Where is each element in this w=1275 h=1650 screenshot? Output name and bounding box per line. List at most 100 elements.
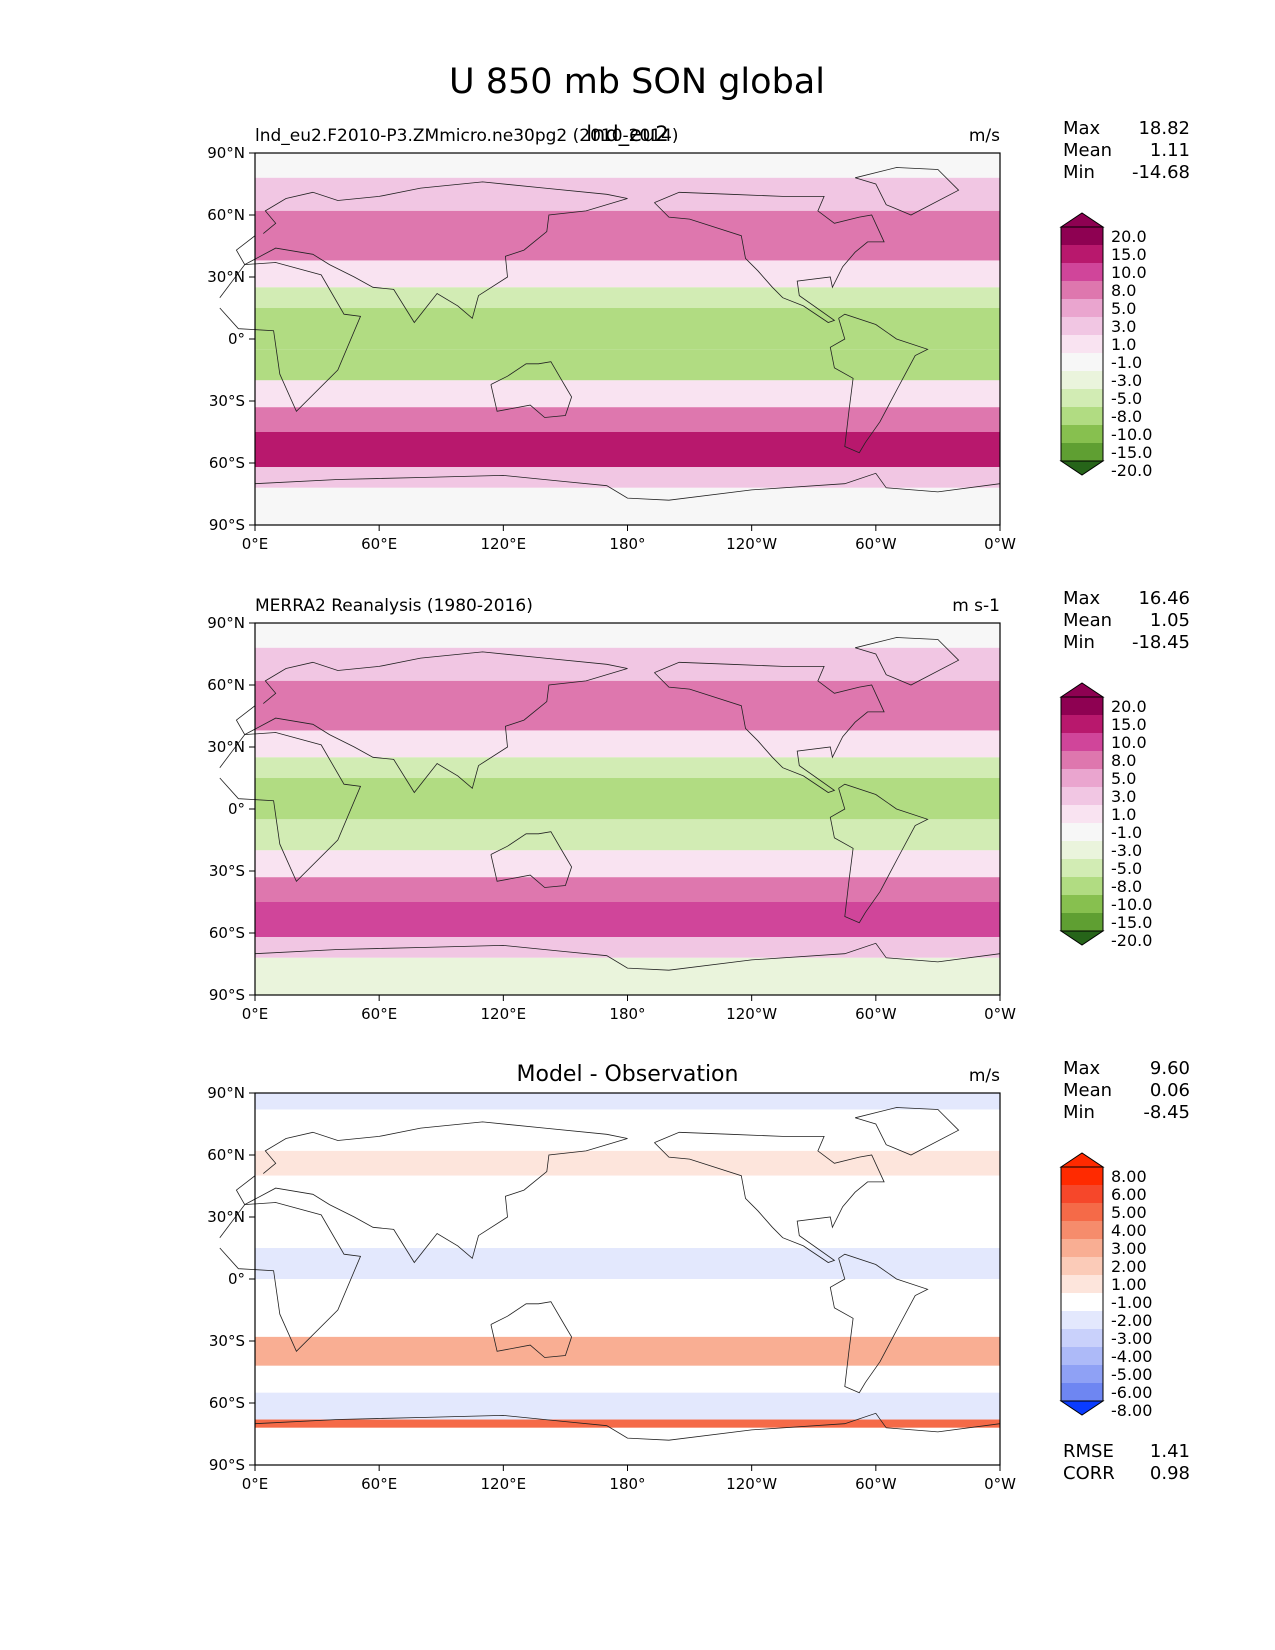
colorbar-segment [1061, 317, 1103, 335]
panel-units: m s-1 [952, 596, 1000, 616]
colorbar-segment [1061, 389, 1103, 407]
coastline [654, 661, 885, 793]
colorbar: 8.006.005.004.003.002.001.00-1.00-2.00-3… [1059, 1152, 1152, 1420]
field-band [255, 260, 1000, 288]
x-tick-label: 0°E [242, 1475, 269, 1493]
colorbar-segment [1061, 805, 1103, 823]
extra-stat-value: 1.41 [1150, 1441, 1190, 1462]
field-bands [255, 1093, 1000, 1465]
field-band [255, 1150, 1000, 1176]
colorbar-level-label: -8.0 [1111, 407, 1142, 426]
colorbar-segment [1061, 1185, 1103, 1203]
colorbar-level-label: 1.0 [1111, 335, 1136, 354]
colorbar-level-label: 5.0 [1111, 299, 1136, 318]
field-band [255, 407, 1000, 432]
y-tick-label: 90°S [209, 1456, 245, 1474]
y-tick-label: 30°S [209, 1332, 245, 1350]
coastline [854, 167, 960, 216]
x-tick-label: 120°W [726, 1005, 777, 1023]
x-tick-label: 120°W [726, 1475, 777, 1493]
stat-value: -18.45 [1132, 632, 1190, 653]
colorbar-level-label: 15.0 [1111, 245, 1147, 264]
coastline [235, 651, 628, 794]
field-band [255, 819, 1000, 851]
colorbar-level-label: 3.0 [1111, 787, 1136, 806]
field-band [255, 380, 1000, 408]
field-band [255, 850, 1000, 878]
y-tick-label: 0° [228, 1270, 245, 1288]
stat-value: -14.68 [1132, 162, 1190, 183]
x-tick-label: 0°W [984, 1005, 1016, 1023]
stat-label: Min [1063, 162, 1095, 183]
panel-title-left: lnd_eu2.F2010-P3.ZMmicro.ne30pg2 (2010-2… [255, 126, 679, 146]
colorbar-level-label: 4.00 [1111, 1221, 1147, 1240]
x-tick-label: 60°E [361, 535, 397, 553]
stat-label: Mean [1063, 140, 1112, 161]
x-tick-label: 60°W [855, 1005, 897, 1023]
colorbar-level-label: 8.0 [1111, 751, 1136, 770]
field-bands [255, 153, 1000, 525]
colorbar-segment [1061, 715, 1103, 733]
y-tick-label: 90°N [207, 144, 245, 162]
colorbar-level-label: 5.0 [1111, 769, 1136, 788]
field-band [255, 1392, 1000, 1420]
stat-label: Mean [1063, 610, 1112, 631]
colorbar-level-label: 1.00 [1111, 1275, 1147, 1294]
colorbar-level-label: 5.00 [1111, 1203, 1147, 1222]
colorbar-level-label: 3.00 [1111, 1239, 1147, 1258]
colorbar-segment [1061, 1203, 1103, 1221]
x-tick-label: 0°E [242, 1005, 269, 1023]
coastlines [219, 637, 1001, 971]
colorbar-segment [1061, 733, 1103, 751]
colorbar-level-label: 1.0 [1111, 805, 1136, 824]
x-tick-label: 120°W [726, 535, 777, 553]
y-tick-label: 0° [228, 330, 245, 348]
x-tick-label: 180° [609, 535, 645, 553]
colorbar-level-label: -8.0 [1111, 877, 1142, 896]
colorbar-segment [1061, 1257, 1103, 1275]
panels: 90°N60°N30°N0°30°S60°S90°S0°E 60°E 120°E 18… [207, 118, 1190, 1493]
colorbar-segment [1061, 1221, 1103, 1239]
colorbar-level-label: 20.0 [1111, 227, 1147, 246]
stat-value: 1.05 [1150, 610, 1190, 631]
y-tick-label: 90°N [207, 614, 245, 632]
y-tick-label: 60°S [209, 1394, 245, 1412]
coastline [254, 1412, 1001, 1441]
stat-label: Min [1063, 1102, 1095, 1123]
stat-label: Max [1063, 1058, 1101, 1079]
field-band [255, 937, 1000, 958]
colorbar-level-label: -3.00 [1111, 1329, 1152, 1348]
coastline [254, 472, 1001, 501]
coastline [490, 361, 573, 418]
colorbar-level-label: -3.0 [1111, 841, 1142, 860]
panel-units: m/s [969, 126, 1000, 146]
x-tick-label: 0°E [242, 535, 269, 553]
field-band [255, 153, 1000, 178]
colorbar-segment [1061, 823, 1103, 841]
colorbar-segment [1061, 1365, 1103, 1383]
coastline [254, 942, 1001, 971]
colorbar-segment [1061, 281, 1103, 299]
field-band [255, 432, 1000, 468]
colorbar-level-label: -4.00 [1111, 1347, 1152, 1366]
colorbar-level-label: -6.00 [1111, 1383, 1152, 1402]
field-band [255, 1419, 1000, 1428]
stat-value: 1.11 [1150, 140, 1190, 161]
field-band [255, 730, 1000, 758]
stat-label: Mean [1063, 1080, 1112, 1101]
coastline [829, 1253, 929, 1394]
colorbar-level-label: -1.00 [1111, 1293, 1152, 1312]
colorbar-segment [1061, 1383, 1103, 1401]
x-tick-label: 60°E [361, 1005, 397, 1023]
colorbar-segment [1061, 1239, 1103, 1257]
colorbar-segment [1061, 1347, 1103, 1365]
y-tick-label: 30°N [207, 268, 245, 286]
colorbar-level-label: 6.00 [1111, 1185, 1147, 1204]
colorbar-level-label: -1.0 [1111, 823, 1142, 842]
colorbar-level-label: -10.0 [1111, 425, 1152, 444]
colorbar-segment [1061, 245, 1103, 263]
colorbar-segment [1061, 1167, 1103, 1185]
colorbar-segment [1061, 697, 1103, 715]
coastline [219, 732, 362, 882]
x-tick-label: 120°E [481, 535, 527, 553]
